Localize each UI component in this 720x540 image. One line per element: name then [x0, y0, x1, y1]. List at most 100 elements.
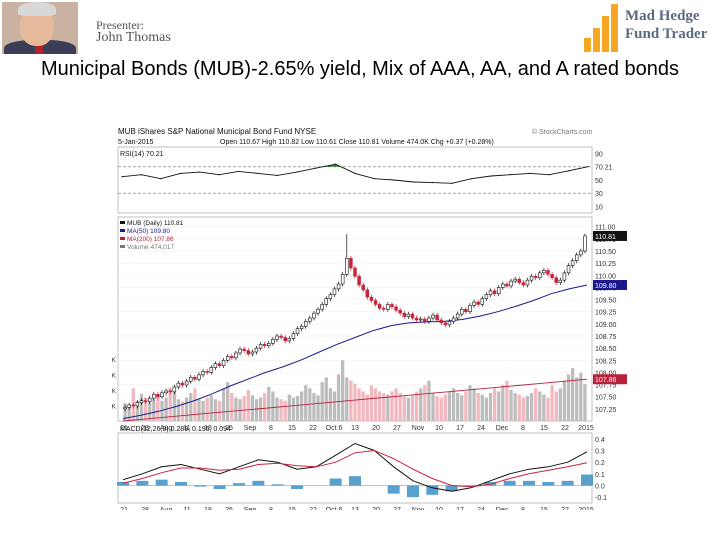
volume-bar: [127, 407, 131, 421]
volume-bar: [431, 393, 435, 421]
candle-body: [246, 350, 250, 355]
stock-chart-svg: MUB iShares S&P National Municipal Bond …: [101, 127, 627, 514]
candle-body: [135, 402, 140, 407]
stock-chart: MUB iShares S&P National Municipal Bond …: [101, 125, 632, 514]
macd-x-tick-label: 13: [351, 507, 359, 510]
volume-bar: [410, 394, 415, 421]
candle-body: [554, 277, 558, 283]
rsi-panel-frame: [117, 146, 593, 214]
macd-title: MACD(12,26,9) 0.289, 0.195, 0.094: [120, 426, 231, 433]
price-tick-label: 107.25: [595, 407, 617, 414]
volume-bar: [209, 395, 213, 421]
legend-swatch: [120, 229, 125, 232]
price-x-tick-label: Sep: [244, 425, 257, 432]
legend-swatch: [120, 221, 125, 224]
candle-body: [472, 301, 476, 306]
candle-body: [435, 314, 439, 321]
candle-body: [168, 390, 172, 393]
volume-bar: [575, 377, 579, 421]
volume-bar: [336, 374, 341, 421]
candle-body: [176, 382, 181, 388]
macd-x-tick-label: Oct 6: [326, 507, 343, 510]
candle-body: [139, 400, 144, 403]
macd-histogram-bar: [349, 476, 361, 486]
price-tick-label: 109.00: [595, 322, 617, 329]
macd-x-tick-label: 10: [435, 507, 443, 510]
volume-bar: [468, 385, 472, 421]
candle-body: [147, 397, 152, 402]
price-legend-entry: MA(200) 107.86: [127, 236, 174, 243]
candle-body: [365, 289, 370, 298]
candle-body: [242, 348, 246, 351]
candle-body: [152, 393, 156, 399]
macd-x-tick-label: 2015: [578, 507, 594, 510]
volume-bar: [476, 393, 480, 421]
legend-swatch: [120, 237, 125, 240]
macd-macd-line: [122, 442, 588, 492]
volume-bar: [271, 391, 275, 421]
volume-bar: [123, 403, 127, 421]
candle-body: [427, 317, 431, 322]
candle-body: [431, 314, 435, 319]
candle-body: [583, 235, 587, 252]
volume-bar: [513, 393, 517, 421]
candle-body: [205, 371, 209, 373]
candle-body: [209, 367, 214, 373]
logo-text-line2: Fund Trader: [625, 26, 708, 42]
price-x-tick-label: 17: [456, 425, 464, 432]
macd-tick-label: 0.0: [595, 484, 605, 491]
candle-body: [279, 335, 283, 338]
volume-bar: [398, 393, 402, 421]
macd-x-tick-label: 22: [561, 507, 569, 510]
volume-bar: [369, 385, 374, 421]
candle-body: [468, 305, 472, 313]
macd-histogram-bar: [233, 483, 245, 486]
candle-body: [197, 374, 201, 380]
volume-bar: [484, 397, 489, 421]
candle-body: [377, 304, 382, 309]
volume-bar: [205, 397, 209, 421]
price-x-tick-label: 11: [183, 425, 190, 432]
candle-body: [373, 300, 378, 305]
candle-body: [562, 272, 567, 281]
candle-body: [439, 319, 443, 324]
macd-histogram-bar: [155, 479, 168, 486]
volume-bar: [226, 382, 230, 421]
candle-body: [521, 282, 526, 286]
price-tick-label: 108.25: [595, 358, 617, 365]
candle-body: [558, 279, 563, 283]
macd-histogram-bar: [252, 480, 265, 486]
candle-body: [517, 278, 521, 283]
volume-tick-label: 200K: [112, 403, 117, 410]
price-x-tick-label: 21: [120, 425, 128, 432]
volume-bar: [156, 395, 160, 421]
macd-x-tick-label: 18: [204, 507, 212, 510]
price-x-tick-label: Oct 6: [326, 425, 343, 432]
rsi-line: [121, 163, 589, 184]
candle-body: [398, 309, 402, 314]
volume-bar: [176, 399, 181, 421]
volume-bar: [423, 385, 427, 421]
candle-body: [570, 260, 575, 266]
candle-body: [529, 275, 534, 281]
price-legend-entry: MA(50) 109.80: [127, 228, 170, 235]
macd-x-tick-label: 24: [477, 507, 485, 510]
candle-body: [480, 298, 485, 305]
volume-bar: [279, 399, 283, 421]
volume-bar: [135, 400, 140, 421]
volume-bar: [488, 393, 493, 421]
volume-bar: [509, 389, 513, 421]
macd-tick-label: 0.3: [595, 449, 605, 456]
macd-tick-label: -0.1: [595, 495, 607, 502]
candle-body: [464, 308, 468, 313]
volume-bar: [472, 388, 476, 421]
candle-body: [225, 356, 230, 361]
macd-tick-label: 0.4: [595, 437, 605, 444]
candle-body: [283, 337, 287, 342]
candle-body: [345, 257, 349, 275]
candle-body: [299, 325, 304, 330]
volume-bar: [217, 400, 222, 421]
chart-date: 5-Jan-2015: [118, 139, 154, 146]
presenter-name: John Thomas: [96, 30, 171, 45]
volume-bar: [402, 396, 406, 421]
